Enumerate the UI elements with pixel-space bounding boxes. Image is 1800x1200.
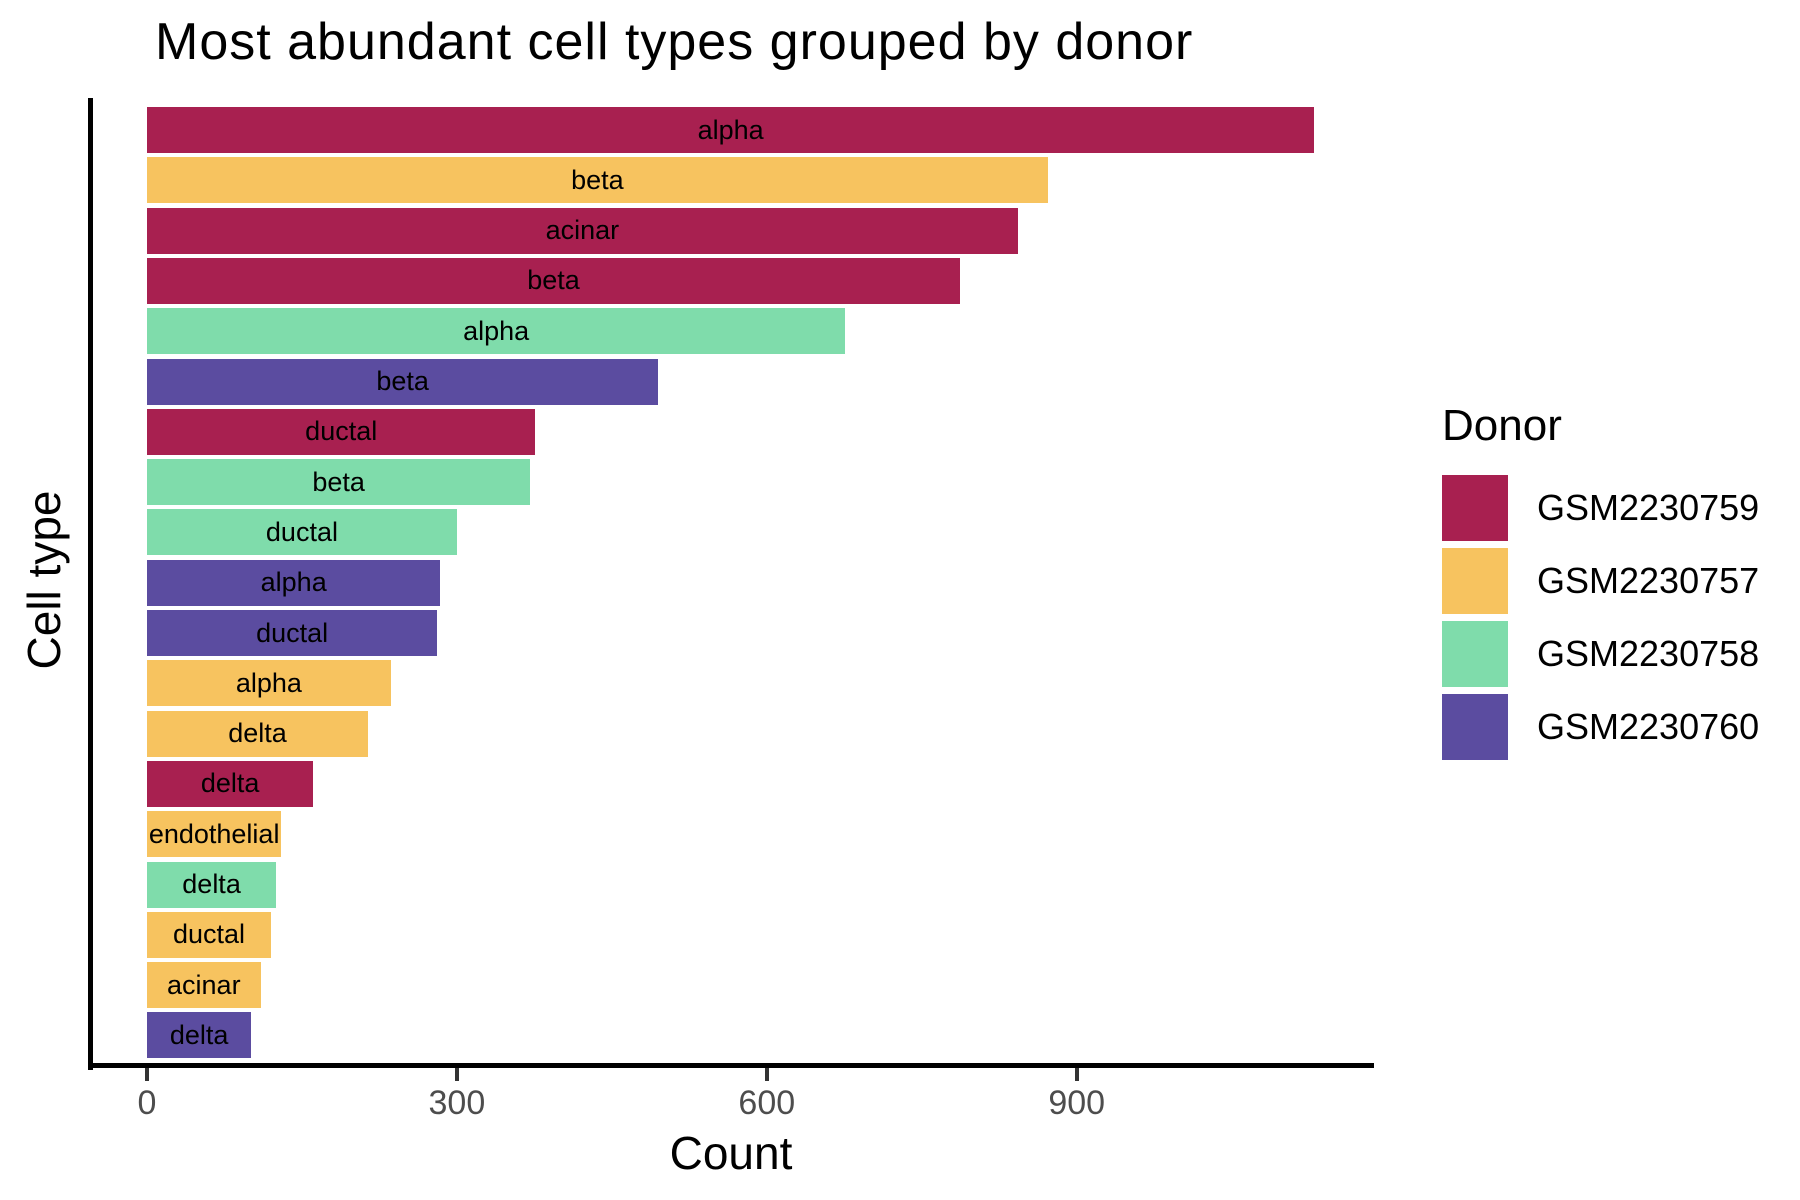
bar-label: acinar: [167, 969, 241, 1000]
x-axis-tick-label: 900: [1048, 1084, 1106, 1122]
bar-label: delta: [200, 768, 260, 799]
legend-label: GSM2230758: [1537, 633, 1760, 674]
bar-label: beta: [527, 265, 580, 296]
bar-label: ductal: [256, 617, 329, 648]
legend-swatch: [1442, 548, 1508, 614]
y-axis-line: [88, 98, 93, 1070]
bar-alpha-GSM2230759: alpha: [147, 107, 1315, 153]
bar-delta-GSM2230759: delta: [147, 760, 314, 807]
x-axis-tick-label: 300: [428, 1084, 486, 1122]
bar-delta-GSM2230760: delta: [147, 1012, 252, 1059]
x-axis-tick-label: 0: [137, 1084, 157, 1122]
legend: Donor GSM2230759 GSM2230757 GSM2230758 G…: [1442, 403, 1759, 767]
bar-label: alpha: [235, 667, 302, 698]
bar-alpha-GSM2230760: alpha: [147, 559, 441, 606]
bar-alpha-GSM2230758: alpha: [147, 308, 846, 355]
bar-ductal-GSM2230759: ductal: [147, 408, 536, 455]
bar-ductal-GSM2230757: ductal: [147, 911, 271, 958]
bar-label: delta: [169, 1019, 229, 1050]
bar-label: ductal: [305, 416, 378, 447]
bar-label: beta: [571, 164, 624, 195]
bar-ductal-GSM2230758: ductal: [147, 509, 457, 556]
legend-swatch: [1442, 475, 1508, 541]
x-axis-tick: [145, 1068, 149, 1081]
legend-swatch: [1442, 694, 1508, 760]
bar-label: ductal: [265, 516, 338, 547]
plot-panel: alpha beta acinar beta alpha beta ductal…: [90, 98, 1372, 1122]
bar-acinar-GSM2230757: acinar: [147, 962, 261, 1009]
legend-item-GSM2230760: GSM2230760: [1442, 694, 1759, 760]
x-axis-tick: [454, 1068, 459, 1081]
x-axis-title: Count: [669, 1127, 793, 1179]
legend-label: GSM2230760: [1537, 706, 1760, 747]
bar-label: alpha: [463, 315, 530, 346]
bar-beta-GSM2230758: beta: [147, 459, 531, 506]
bar-label: beta: [312, 466, 365, 497]
bar-delta-GSM2230758: delta: [147, 861, 277, 908]
bar-delta-GSM2230757: delta: [147, 710, 369, 757]
bar-label: alpha: [260, 567, 327, 598]
legend-label: GSM2230759: [1537, 487, 1760, 528]
bar-label: acinar: [545, 215, 620, 246]
legend-item-GSM2230758: GSM2230758: [1442, 621, 1759, 687]
bar-label: endothelial: [148, 818, 280, 849]
bar-label: ductal: [172, 919, 245, 950]
bar-beta-GSM2230757: beta: [147, 157, 1048, 204]
bar-acinar-GSM2230759: acinar: [147, 207, 1018, 254]
legend-item-GSM2230759: GSM2230759: [1442, 475, 1759, 541]
bar-beta-GSM2230760: beta: [147, 358, 659, 405]
bar-label: delta: [228, 718, 287, 749]
x-axis-tick-label: 600: [738, 1084, 796, 1122]
x-axis-tick: [1074, 1068, 1079, 1081]
bar-endothelial-GSM2230757: endothelial: [147, 811, 282, 858]
x-axis-tick: [764, 1068, 769, 1081]
x-axis-line: [88, 1063, 1374, 1068]
legend-item-GSM2230757: GSM2230757: [1442, 548, 1759, 614]
bar-label: delta: [182, 869, 241, 899]
legend-swatch: [1442, 621, 1508, 687]
bar-alpha-GSM2230757: alpha: [147, 660, 391, 707]
chart-title: Most abundant cell types grouped by dono…: [155, 13, 1194, 71]
y-axis-title: Cell type: [18, 490, 70, 670]
bar-label: alpha: [697, 114, 764, 145]
bar-beta-GSM2230759: beta: [147, 257, 960, 304]
bar-label: beta: [376, 366, 429, 396]
legend-title: Donor: [1442, 401, 1562, 450]
legend-items: GSM2230759 GSM2230757 GSM2230758 GSM2230…: [1442, 475, 1759, 760]
bar-ductal-GSM2230760: ductal: [147, 610, 438, 656]
legend-label: GSM2230757: [1537, 560, 1760, 601]
